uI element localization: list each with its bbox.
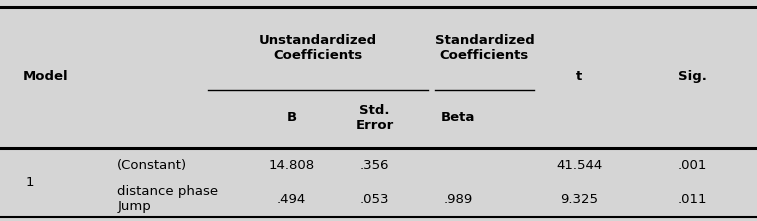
Text: Std.
Error: Std. Error [356,104,394,132]
Text: .989: .989 [444,193,472,206]
Text: Unstandardized
Coefficients: Unstandardized Coefficients [259,34,377,62]
Text: .053: .053 [360,193,389,206]
Text: (Constant): (Constant) [117,159,188,172]
Text: t: t [576,70,582,83]
Text: Standardized
Coefficients: Standardized Coefficients [435,34,534,62]
Text: Model: Model [23,70,68,83]
Text: 1: 1 [26,176,35,189]
Text: B: B [286,111,297,124]
Text: .001: .001 [678,159,707,172]
Text: 14.808: 14.808 [269,159,314,172]
Text: 41.544: 41.544 [556,159,603,172]
Text: distance phase
Jump: distance phase Jump [117,185,219,213]
Text: .011: .011 [678,193,707,206]
Text: 9.325: 9.325 [560,193,598,206]
Text: Sig.: Sig. [678,70,707,83]
Text: Beta: Beta [441,111,475,124]
Text: .356: .356 [360,159,389,172]
Text: .494: .494 [277,193,306,206]
